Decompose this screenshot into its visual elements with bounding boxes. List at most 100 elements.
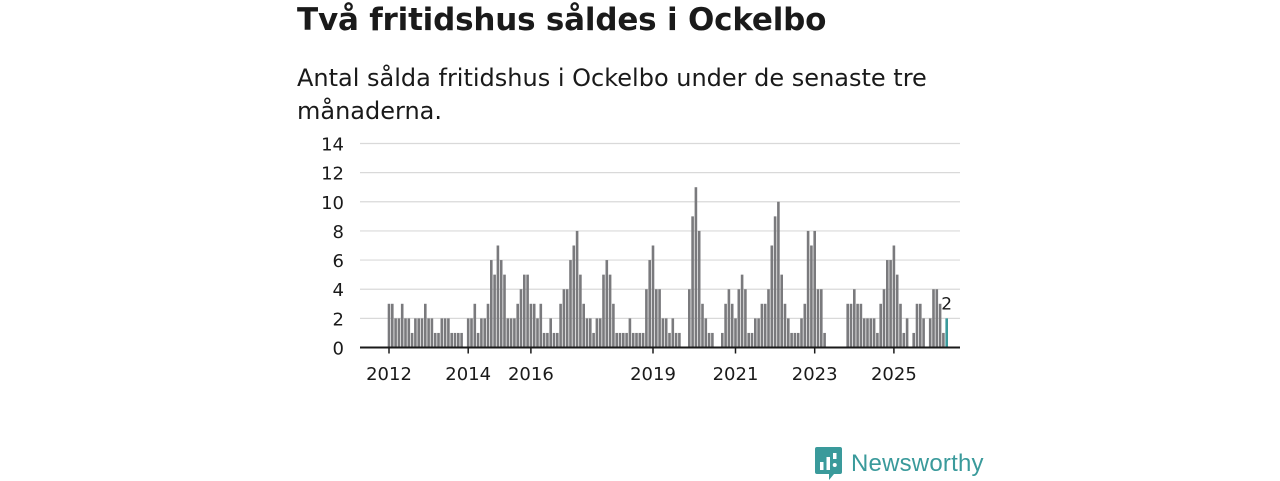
bar bbox=[688, 289, 691, 348]
bar bbox=[668, 332, 671, 348]
bar bbox=[813, 230, 816, 348]
bar bbox=[889, 260, 892, 348]
bar bbox=[509, 318, 513, 348]
bar bbox=[453, 332, 457, 348]
bar bbox=[496, 245, 500, 348]
bar bbox=[915, 303, 919, 348]
bar bbox=[744, 289, 747, 348]
bar bbox=[546, 332, 549, 348]
bar bbox=[516, 303, 519, 348]
bar bbox=[394, 318, 397, 348]
bar bbox=[589, 318, 592, 348]
bar bbox=[919, 303, 922, 348]
bar bbox=[523, 274, 526, 348]
bar bbox=[737, 289, 741, 348]
bar bbox=[641, 332, 645, 348]
x-tick-label: 2023 bbox=[792, 364, 838, 385]
bar bbox=[417, 318, 420, 348]
bar bbox=[539, 303, 543, 348]
bar bbox=[658, 289, 661, 348]
bar bbox=[572, 245, 576, 348]
bar bbox=[529, 303, 533, 348]
bar bbox=[787, 318, 790, 348]
bar bbox=[542, 332, 546, 348]
bar bbox=[661, 318, 665, 348]
bar bbox=[645, 289, 648, 348]
bar bbox=[740, 274, 744, 348]
bar bbox=[820, 289, 823, 348]
bar bbox=[869, 318, 873, 348]
bar bbox=[770, 245, 774, 348]
bar bbox=[499, 260, 503, 348]
y-tick-label: 14 bbox=[321, 135, 344, 156]
bar bbox=[862, 318, 866, 348]
bar bbox=[694, 187, 698, 348]
bar bbox=[674, 332, 678, 348]
bar bbox=[711, 332, 714, 348]
y-tick-label: 12 bbox=[321, 164, 344, 185]
bar bbox=[942, 332, 945, 348]
bar bbox=[595, 318, 599, 348]
bar bbox=[622, 332, 625, 348]
bar bbox=[476, 332, 480, 348]
bar bbox=[763, 303, 767, 348]
bar bbox=[552, 332, 556, 348]
bar bbox=[473, 303, 477, 348]
bar bbox=[625, 332, 628, 348]
bar bbox=[592, 332, 595, 348]
bar bbox=[892, 245, 896, 348]
bar bbox=[407, 318, 411, 348]
newsworthy-logo-icon bbox=[815, 447, 842, 480]
bar bbox=[678, 332, 681, 348]
bar bbox=[754, 318, 757, 348]
y-tick-label: 2 bbox=[333, 309, 344, 330]
bar bbox=[912, 332, 915, 348]
bar bbox=[579, 274, 582, 348]
bar bbox=[420, 318, 424, 348]
bar bbox=[585, 318, 589, 348]
bar bbox=[493, 274, 496, 348]
bar bbox=[796, 332, 800, 348]
bar bbox=[704, 318, 708, 348]
bar bbox=[846, 303, 849, 348]
bar bbox=[879, 303, 882, 348]
bar bbox=[849, 303, 853, 348]
y-tick-label: 0 bbox=[333, 339, 344, 360]
bar bbox=[397, 318, 401, 348]
bar bbox=[598, 318, 602, 348]
bar bbox=[526, 274, 529, 348]
bar bbox=[628, 318, 632, 348]
x-tick-label: 2012 bbox=[366, 364, 412, 385]
bar bbox=[424, 303, 427, 348]
bar bbox=[569, 260, 572, 348]
bar bbox=[780, 274, 783, 348]
bar bbox=[816, 289, 820, 348]
bar bbox=[414, 318, 417, 348]
bar bbox=[559, 303, 562, 348]
bar bbox=[938, 303, 942, 348]
brand-logo[interactable]: Newsworthy bbox=[815, 447, 984, 481]
bar bbox=[905, 318, 909, 348]
bar bbox=[793, 332, 797, 348]
brand-name: Newsworthy bbox=[851, 450, 984, 477]
y-tick-label: 8 bbox=[333, 222, 344, 243]
bar bbox=[648, 260, 651, 348]
bar bbox=[618, 332, 622, 348]
bar bbox=[519, 289, 523, 348]
bar bbox=[506, 318, 510, 348]
bar bbox=[928, 318, 932, 348]
bar bbox=[503, 274, 506, 348]
bar bbox=[582, 303, 585, 348]
bar bbox=[922, 318, 925, 348]
bar bbox=[480, 318, 483, 348]
bar bbox=[935, 289, 939, 348]
bar bbox=[777, 201, 780, 348]
bar bbox=[427, 318, 430, 348]
bar bbox=[387, 303, 391, 348]
bar bbox=[447, 318, 450, 348]
bar bbox=[605, 260, 609, 348]
bar bbox=[466, 318, 470, 348]
bar bbox=[513, 318, 516, 348]
bar bbox=[404, 318, 407, 348]
x-tick-label: 2019 bbox=[630, 364, 676, 385]
